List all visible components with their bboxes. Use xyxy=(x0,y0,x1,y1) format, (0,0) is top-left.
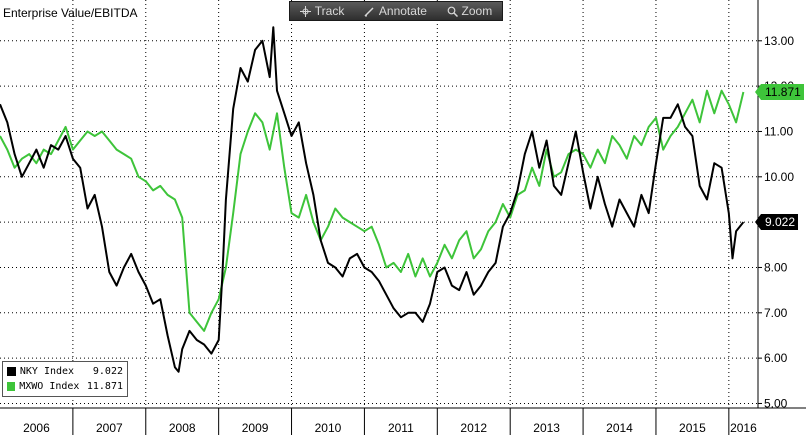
grid xyxy=(0,0,758,408)
x-tick-label: 2013 xyxy=(533,421,560,435)
legend-item-mxwo[interactable]: MXWO Index 11.871 xyxy=(7,379,123,394)
crosshair-icon xyxy=(299,5,311,17)
magnifier-icon xyxy=(447,6,458,17)
last-value-badge-nky: 9.022 xyxy=(754,214,799,231)
y-tick-label: 11.00 xyxy=(764,124,793,138)
chart-title: Enterprise Value/EBITDA xyxy=(3,6,138,20)
last-value-badge-mxwo: 11.871 xyxy=(755,83,804,100)
y-tick-label: 8.00 xyxy=(764,260,788,274)
x-tick-label: 2016 xyxy=(730,421,757,435)
y-tick-label: 10.00 xyxy=(764,170,794,184)
y-tick-label: 13.00 xyxy=(764,34,794,48)
x-tick-label: 2006 xyxy=(23,421,50,435)
legend-name-nky: NKY Index xyxy=(19,366,75,377)
zoom-label: Zoom xyxy=(461,4,493,18)
pencil-icon xyxy=(364,6,374,17)
legend-name-mxwo: MXWO Index xyxy=(19,381,80,392)
x-tick-label: 2008 xyxy=(169,421,196,435)
annotate-label: Annotate xyxy=(378,4,427,18)
legend-swatch-nky xyxy=(7,367,16,376)
annotate-button[interactable]: Annotate xyxy=(364,4,427,18)
series-layer xyxy=(0,26,745,373)
legend-value-nky: 9.022 xyxy=(92,366,123,377)
x-tick-label: 2015 xyxy=(679,421,706,435)
track-button[interactable]: Track xyxy=(299,4,345,18)
y-tick-label: 7.00 xyxy=(764,306,788,320)
track-label: Track xyxy=(314,4,345,18)
x-tick-label: 2010 xyxy=(315,421,342,435)
legend-value-mxwo: 11.871 xyxy=(86,381,123,392)
series-line-mxwo[interactable] xyxy=(0,89,745,332)
x-axis: 2006 2007 2008 2009 2010 2011 2012 2013 2014 2015… xyxy=(23,408,757,435)
zoom-button[interactable]: Zoom xyxy=(447,4,493,18)
legend: NKY Index 9.022 MXWO Index 11.871 xyxy=(2,361,128,397)
x-tick-label: 2014 xyxy=(606,421,633,435)
y-tick-label: 5.00 xyxy=(764,396,788,410)
x-tick-label: 2011 xyxy=(388,421,414,435)
legend-item-nky[interactable]: NKY Index 9.022 xyxy=(7,364,123,379)
y-tick-label: 6.00 xyxy=(764,351,788,365)
x-tick-label: 2012 xyxy=(460,421,487,435)
x-tick-label: 2007 xyxy=(96,421,123,435)
chart-frame xyxy=(0,0,806,409)
series-line-nky[interactable] xyxy=(0,26,745,373)
chart-toolbar: Track Annotate Zoom xyxy=(289,1,503,21)
x-tick-label: 2009 xyxy=(242,421,269,435)
legend-swatch-mxwo xyxy=(7,382,16,391)
